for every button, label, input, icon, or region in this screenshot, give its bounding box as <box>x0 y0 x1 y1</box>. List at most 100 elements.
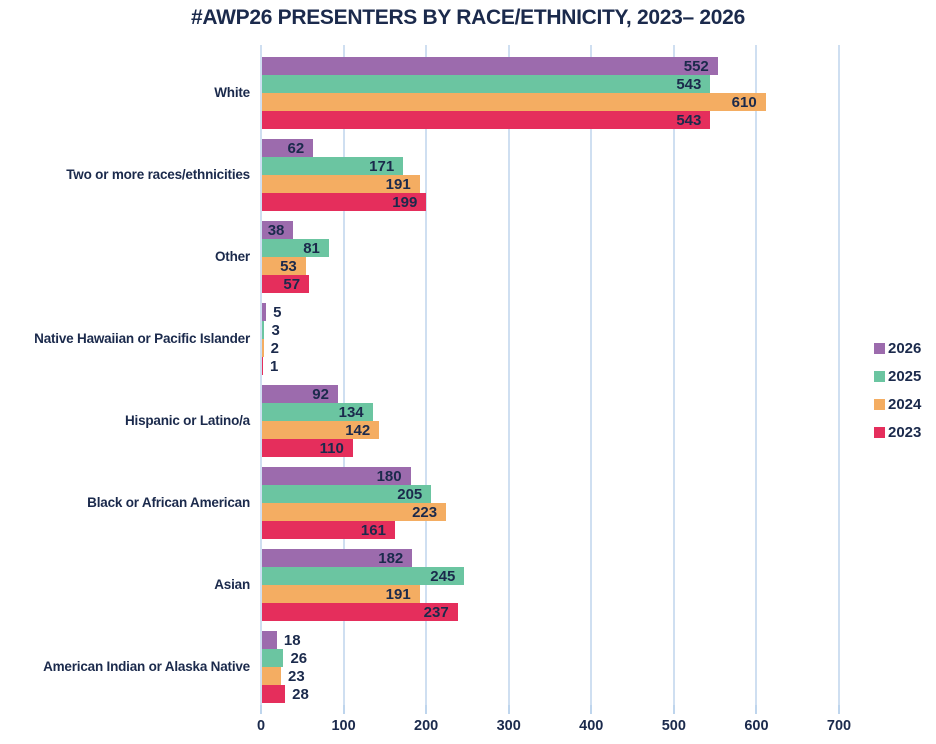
x-axis-tick-label: 200 <box>414 718 439 734</box>
x-axis-tick-label: 100 <box>331 718 356 734</box>
bar-2024-2 <box>262 175 420 193</box>
x-axis-tick <box>590 705 593 714</box>
bar-value-label: 38 <box>267 222 285 239</box>
bar-2026-3 <box>262 221 294 239</box>
bar-2023-5 <box>262 439 353 457</box>
x-axis-tick-label: 300 <box>496 718 521 734</box>
x-axis-tick <box>507 705 510 714</box>
bar-2023-2 <box>262 193 427 211</box>
bar-2026-2 <box>262 139 314 157</box>
bar-value-label: 5 <box>273 304 282 321</box>
bar-value-label: 237 <box>423 604 449 621</box>
bar-value-label: 223 <box>412 504 438 521</box>
x-axis-tick <box>260 705 262 714</box>
bar-value-label: 3 <box>271 322 280 339</box>
bar-value-label: 81 <box>303 240 320 257</box>
bar-2024-5 <box>262 421 380 439</box>
bar-2026-7 <box>262 549 413 567</box>
bar-value-label: 199 <box>392 194 418 211</box>
x-axis-tick <box>672 705 675 714</box>
bar-value-label: 62 <box>287 140 305 157</box>
bar-value-label: 142 <box>345 422 371 439</box>
gridline <box>507 45 510 705</box>
bar-2024-8 <box>262 667 281 685</box>
bar-2023-1 <box>262 111 711 129</box>
category-label: Other <box>214 249 250 264</box>
category-label: Black or African American <box>87 495 250 510</box>
bar-value-label: 171 <box>369 158 395 175</box>
x-axis-tick <box>342 705 345 714</box>
bar-2026-4 <box>262 303 267 321</box>
bar-2025-7 <box>262 567 465 585</box>
legend-label: 2026 <box>888 340 922 357</box>
gridline <box>260 45 262 705</box>
x-axis-tick-label: 400 <box>579 718 604 734</box>
bar-2024-1 <box>262 93 766 111</box>
legend-swatch-icon <box>874 343 885 354</box>
bar-value-label: 26 <box>290 650 308 667</box>
bar-value-label: 543 <box>676 76 702 93</box>
x-axis-tick-label: 500 <box>661 718 686 734</box>
gridline <box>425 45 428 705</box>
bar-value-label: 191 <box>385 586 411 603</box>
bar-2026-5 <box>262 385 338 403</box>
bar-2025-8 <box>262 649 284 667</box>
category-label: Hispanic or Latino/a <box>124 413 250 428</box>
bar-2025-1 <box>262 75 711 93</box>
bar-value-label: 23 <box>287 668 305 685</box>
chart-title: #AWP26 PRESENTERS BY RACE/ETHNICITY, 202… <box>191 6 745 29</box>
legend-label: 2024 <box>888 396 922 413</box>
bar-2024-3 <box>262 257 306 275</box>
gridline <box>672 45 675 705</box>
bar-2023-6 <box>262 521 395 539</box>
bar-value-label: 110 <box>319 440 344 457</box>
bar-2025-4 <box>262 321 265 339</box>
x-axis-tick <box>755 705 758 714</box>
legend-swatch-icon <box>874 399 885 410</box>
bar-2023-8 <box>262 685 286 703</box>
bar-2025-2 <box>262 157 404 175</box>
bar-2023-3 <box>262 275 310 293</box>
bar-value-label: 92 <box>312 386 329 403</box>
bar-value-label: 205 <box>397 486 423 503</box>
bar-value-label: 610 <box>731 94 757 111</box>
bar-2025-5 <box>262 403 373 421</box>
bar-value-label: 57 <box>283 276 301 293</box>
bar-value-label: 552 <box>683 58 709 75</box>
gridline <box>590 45 593 705</box>
bar-2024-6 <box>262 503 447 521</box>
bar-value-label: 1 <box>270 358 279 375</box>
legend-swatch-icon <box>874 371 885 382</box>
bar-value-label: 180 <box>376 468 402 485</box>
bar-2026-8 <box>262 631 277 649</box>
bar-2023-4 <box>262 357 263 375</box>
category-label: Native Hawaiian or Pacific Islander <box>34 331 250 346</box>
bar-2024-4 <box>262 339 264 357</box>
category-label: American Indian or Alaska Native <box>43 659 250 674</box>
gridline <box>838 45 840 705</box>
gridline <box>755 45 758 705</box>
bar-value-label: 53 <box>280 258 297 275</box>
bar-value-label: 543 <box>676 112 702 129</box>
bar-2024-7 <box>262 585 420 603</box>
bar-value-label: 191 <box>385 176 411 193</box>
category-label: White <box>214 85 250 100</box>
category-label: Two or more races/ethnicities <box>66 167 250 182</box>
category-label: Asian <box>214 577 250 592</box>
legend-label: 2025 <box>888 368 922 385</box>
x-axis-tick <box>425 705 428 714</box>
x-axis-tick-label: 700 <box>826 718 852 734</box>
bar-value-label: 28 <box>292 686 309 703</box>
x-axis-tick-label: 600 <box>744 718 769 734</box>
x-axis-tick-label: 0 <box>256 718 266 734</box>
bar-2026-6 <box>262 467 411 485</box>
gridline <box>342 45 345 705</box>
bar-value-label: 161 <box>360 522 386 539</box>
legend-swatch-icon <box>874 427 885 438</box>
bar-value-label: 134 <box>338 404 364 421</box>
bar-value-label: 2 <box>270 340 279 357</box>
bar-2025-3 <box>262 239 329 257</box>
bar-value-label: 182 <box>378 550 404 567</box>
bar-2025-6 <box>262 485 432 503</box>
